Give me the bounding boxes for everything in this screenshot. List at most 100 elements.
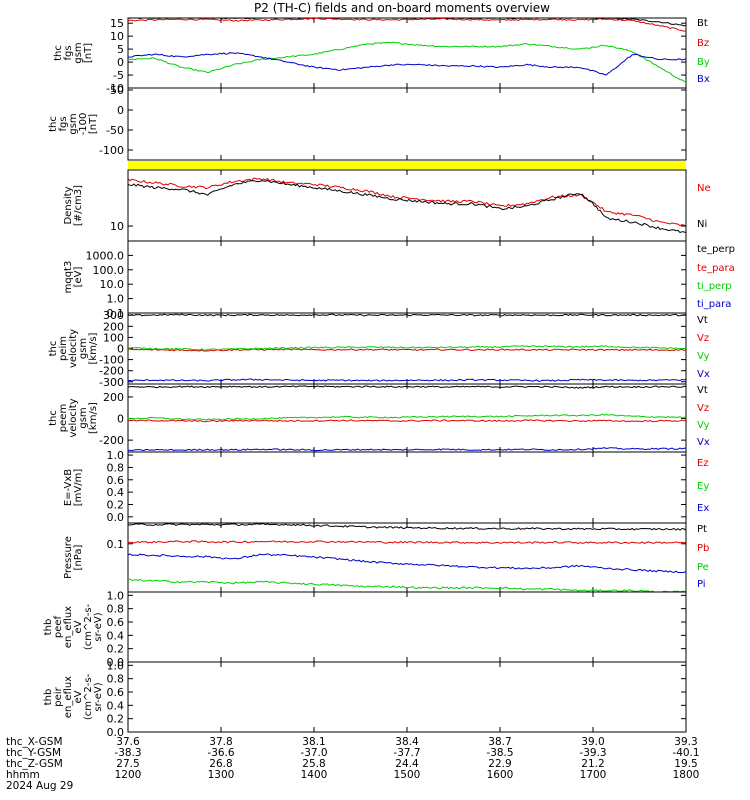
panel-pressure: 0.1 Pressure [nPa] Pt Pb Pe Pi	[63, 522, 709, 593]
series-Bz	[127, 17, 687, 32]
legend-Ey: Ey	[697, 481, 709, 492]
x-tick-label: -37.7	[393, 747, 420, 759]
y-axis-label: (cm^2-s-	[83, 673, 94, 720]
y-tick-label: -300	[99, 376, 124, 389]
x-tick-label: -38.5	[486, 747, 513, 759]
flag-bar	[128, 161, 686, 169]
x-tick-label: -38.3	[114, 747, 141, 759]
y-tick-label: 0	[117, 343, 124, 356]
y-tick-label: 1000.0	[86, 249, 125, 262]
y-tick-label: 0.8	[107, 461, 125, 474]
x-tick-label: 39.3	[674, 736, 697, 748]
legend-Bx: Bx	[697, 74, 710, 85]
y-tick-label: 50	[110, 84, 124, 97]
y-tick-label: 0	[117, 413, 124, 426]
y-tick-label: 0.6	[107, 474, 125, 487]
y-axis-label: thb	[43, 689, 54, 706]
legend-Vz: Vz	[697, 333, 709, 344]
panel-density: 10 Density [#/cm3] Ne Ni	[63, 169, 711, 242]
x-tick-label: 1300	[208, 769, 235, 781]
y-tick-label: 1.0	[107, 293, 125, 306]
y-axis-label: thc	[53, 45, 64, 61]
panel-flag	[128, 161, 686, 169]
y-axis-label: fgs	[63, 45, 74, 60]
x-tick-label: 38.7	[488, 736, 511, 748]
y-axis-label: sr-eV)	[93, 612, 104, 641]
panel-frame	[127, 661, 687, 733]
y-axis-label: [nPa]	[73, 544, 84, 570]
y-axis-label: peir	[53, 686, 64, 706]
legend-By: By	[697, 57, 710, 68]
y-axis-label: -100	[78, 113, 89, 136]
y-axis-label: eV	[73, 620, 84, 633]
y-axis-label: peem	[58, 404, 69, 432]
y-tick-label: 100.0	[93, 264, 125, 277]
legend-Vx: Vx	[697, 437, 710, 448]
y-tick-label: 0	[117, 56, 124, 69]
series-Pt	[127, 523, 687, 531]
y-axis-label: Pressure	[63, 536, 74, 579]
series-By	[127, 41, 687, 83]
legend-ti_perp: ti_perp	[697, 281, 732, 292]
panel-frame	[127, 451, 687, 524]
y-axis-label: Density	[63, 186, 74, 224]
y-tick-label: -100	[99, 354, 124, 367]
y-tick-label: 0.8	[107, 603, 125, 616]
panel-frame	[127, 591, 687, 663]
x-tick-label: 38.4	[395, 736, 419, 748]
y-axis-label: thb	[43, 619, 54, 636]
legend-Ne: Ne	[697, 183, 711, 194]
y-axis-label: gsm	[73, 42, 84, 63]
y-tick-label: 0.6	[107, 616, 125, 629]
legend-Bt: Bt	[697, 18, 708, 29]
x-tick-label: 21.2	[581, 758, 604, 770]
y-tick-label: 1.0	[107, 659, 125, 672]
y-tick-label: 0.1	[107, 307, 125, 320]
x-tick-label: -40.1	[672, 747, 699, 759]
y-axis-label: thc	[48, 116, 59, 132]
series-Vx	[127, 378, 687, 382]
x-tick-label: 37.8	[209, 736, 232, 748]
y-tick-label: 5	[117, 43, 124, 56]
y-tick-label: 0.2	[107, 643, 125, 656]
y-tick-label: 10	[110, 220, 124, 233]
series-Pe	[127, 578, 687, 593]
x-tick-label: 19.5	[674, 758, 697, 770]
x-tick-label: 27.5	[116, 758, 139, 770]
y-tick-label: 0.6	[107, 686, 125, 699]
legend-Bz: Bz	[697, 38, 709, 49]
panel-frame	[127, 169, 687, 242]
y-tick-label: 100	[103, 331, 124, 344]
y-axis-label: velocity	[68, 329, 79, 368]
y-tick-label: 0	[117, 104, 124, 117]
series-Vy	[127, 413, 687, 421]
legend-Vz: Vz	[697, 403, 709, 414]
x-tick-label: -39.3	[579, 747, 606, 759]
x-tick-label: 26.8	[209, 758, 232, 770]
y-axis-label: [eV]	[73, 267, 84, 288]
y-axis-label: velocity	[68, 398, 79, 437]
x-tick-label: 1500	[394, 769, 421, 781]
x-tick-label: 1800	[673, 769, 700, 781]
legend-Vt: Vt	[697, 315, 708, 326]
y-axis-label: gsm	[78, 338, 89, 359]
x-tick-label: 38.1	[302, 736, 325, 748]
y-tick-label: 300	[103, 309, 124, 322]
y-tick-label: 0.0	[107, 656, 125, 669]
x-row-label: 2024 Aug 29	[6, 780, 73, 792]
y-tick-label: 10.0	[100, 278, 125, 291]
legend-Pt: Pt	[697, 524, 707, 535]
y-axis-label: [nT]	[83, 43, 94, 63]
y-tick-label: 0.2	[107, 713, 125, 726]
legend-Pe: Pe	[697, 562, 709, 573]
x-tick-label: 25.8	[302, 758, 325, 770]
x-tick-label: 1700	[580, 769, 607, 781]
x-tick-label: 1600	[487, 769, 514, 781]
y-tick-label: 0.4	[107, 629, 125, 642]
y-axis-label: eV	[73, 690, 84, 703]
x-row-label: thc_X-GSM	[6, 736, 63, 748]
legend-Pi: Pi	[697, 579, 706, 590]
y-tick-label: -5	[113, 69, 124, 82]
